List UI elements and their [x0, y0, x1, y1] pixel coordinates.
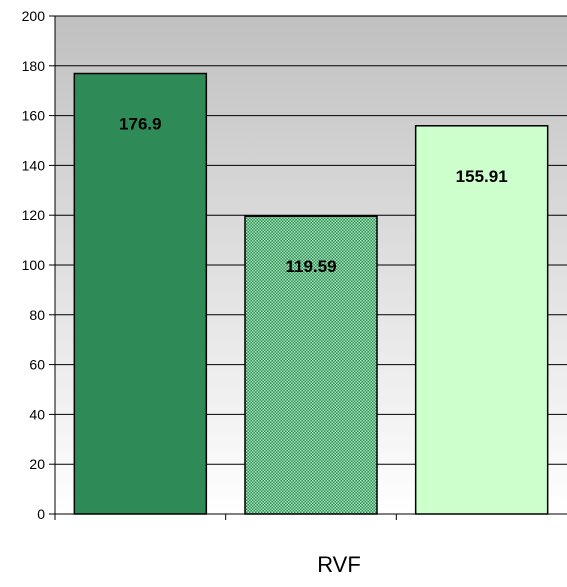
y-tick-label-160: 160 [22, 108, 46, 124]
y-tick-label-120: 120 [22, 207, 46, 223]
y-axis-ticks: 0 20 40 60 80 100 120 140 160 180 200 [22, 8, 55, 522]
y-tick-label-180: 180 [22, 58, 46, 74]
y-tick-label-100: 100 [22, 257, 46, 273]
y-tick-label-60: 60 [29, 357, 45, 373]
bar-1-value-label: 176.9 [119, 115, 162, 134]
bar-3-value-label: 155.91 [456, 167, 508, 186]
y-tick-label-20: 20 [29, 456, 45, 472]
y-tick-label-200: 200 [22, 8, 46, 24]
y-tick-label-0: 0 [37, 506, 45, 522]
y-tick-label-140: 140 [22, 157, 46, 173]
y-tick-label-80: 80 [29, 307, 45, 323]
category-labels: RVF [317, 552, 361, 577]
y-tick-label-40: 40 [29, 406, 45, 422]
bar-2-value-label: 119.59 [285, 257, 336, 276]
bar-1 [74, 74, 206, 514]
category-label-1: RVF [317, 552, 361, 577]
